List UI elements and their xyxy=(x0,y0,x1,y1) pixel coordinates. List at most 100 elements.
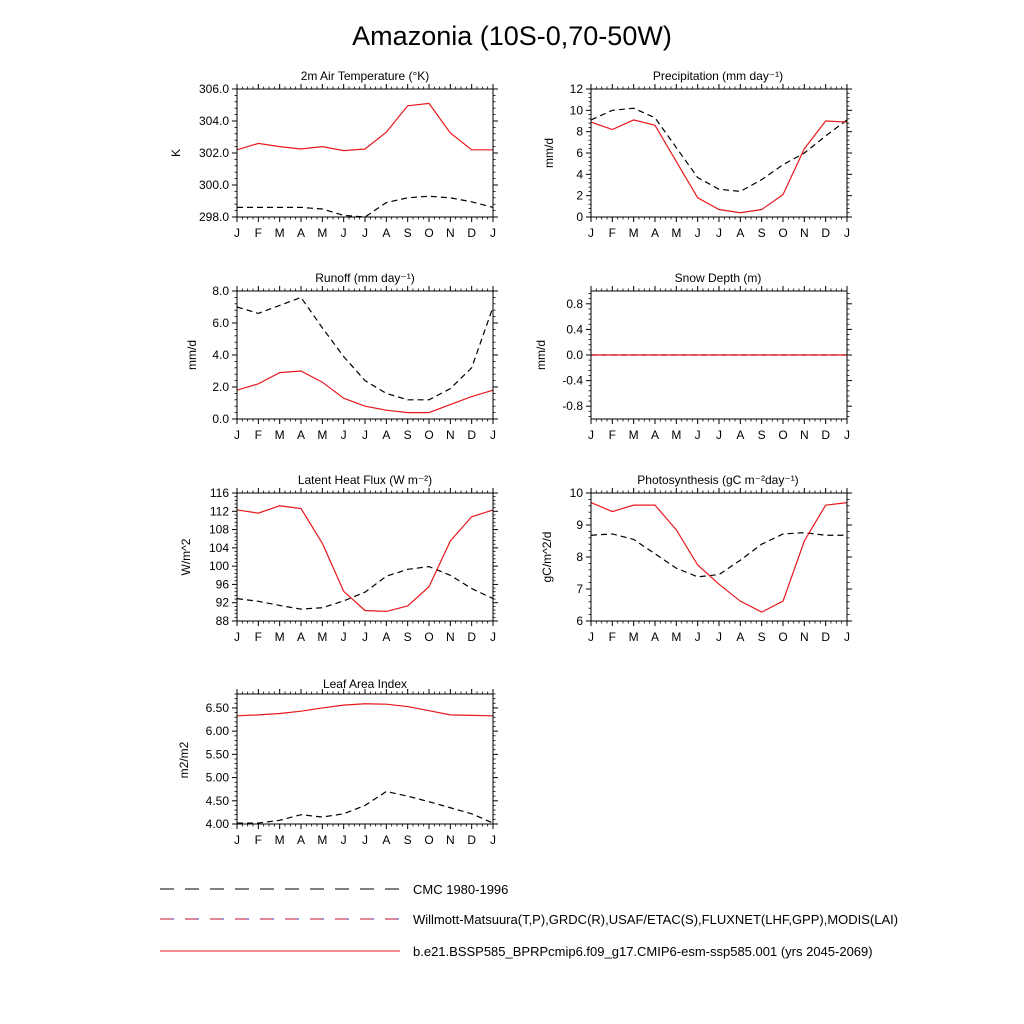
panel-title: Leaf Area Index xyxy=(323,677,407,691)
x-tick-label: A xyxy=(297,226,305,240)
y-tick-label: 5.00 xyxy=(206,771,230,785)
panel-leaf-area-index: Leaf Area Index m2/m2 J F M A M J J A S O N D J4.004… xyxy=(177,677,498,847)
y-tick-label: 304.0 xyxy=(199,114,229,128)
x-tick-label: A xyxy=(382,833,390,847)
y-axis-label: m2/m2 xyxy=(177,741,191,778)
y-tick-label: 6.0 xyxy=(212,316,229,330)
panel-title: Photosynthesis (gC m⁻²day⁻¹) xyxy=(637,473,798,487)
x-tick-label: M xyxy=(275,833,285,847)
x-tick-label: F xyxy=(255,833,262,847)
y-tick-label: 104 xyxy=(209,541,229,555)
legend-label-model: b.e21.BSSP585_BPRPcmip6.f09_g17.CMIP6-es… xyxy=(413,944,873,959)
x-tick-label: A xyxy=(297,428,305,442)
x-tick-label: N xyxy=(800,630,809,644)
x-tick-label: A xyxy=(382,630,390,644)
x-tick-label: A xyxy=(736,428,744,442)
x-tick-label: A xyxy=(297,630,305,644)
x-tick-label: D xyxy=(467,630,476,644)
panel-title: Latent Heat Flux (W m⁻²) xyxy=(298,473,432,487)
x-tick-label: S xyxy=(404,428,412,442)
y-tick-label: 4 xyxy=(576,167,583,181)
y-tick-label: 116 xyxy=(210,486,229,500)
panel-title: Precipitation (mm day⁻¹) xyxy=(653,69,783,83)
panel-title: 2m Air Temperature (°K) xyxy=(301,69,430,83)
x-tick-label: O xyxy=(778,630,787,644)
x-tick-label: A xyxy=(382,428,390,442)
x-tick-label: N xyxy=(446,428,455,442)
figure-title: Amazonia (10S-0,70-50W) xyxy=(352,21,672,51)
series-line-model xyxy=(236,505,494,613)
y-tick-label: 0.8 xyxy=(566,297,583,311)
series-line-model xyxy=(236,102,493,152)
y-tick-label: 108 xyxy=(209,523,229,537)
y-tick-label: 4.0 xyxy=(212,348,229,362)
panel-runoff: Runoff (mm day⁻¹) mm/d J F M A M J J A S O N D J0.02… xyxy=(185,271,498,442)
x-tick-label: F xyxy=(255,226,262,240)
x-tick-label: J xyxy=(588,630,594,644)
y-tick-label: 0 xyxy=(576,210,583,224)
y-tick-label: 6.50 xyxy=(206,701,230,715)
x-tick-label: J xyxy=(695,428,701,442)
panel-air-temperature: 2m Air Temperature (°K) K J F M A M J J A S O N D J2… xyxy=(169,69,498,240)
x-tick-label: D xyxy=(467,226,476,240)
y-tick-label: 302.0 xyxy=(199,146,229,160)
y-tick-label: 2 xyxy=(576,189,583,203)
series-line-cmc xyxy=(236,565,494,610)
y-tick-label: 8 xyxy=(576,125,583,139)
legend: CMC 1980-1996 Willmott-Matsuura(T,P),GRD… xyxy=(160,882,898,959)
x-tick-label: M xyxy=(671,630,681,644)
x-tick-label: N xyxy=(446,630,455,644)
x-tick-label: F xyxy=(255,428,262,442)
x-tick-label: M xyxy=(275,630,285,644)
x-tick-label: A xyxy=(297,833,305,847)
x-tick-label: N xyxy=(446,226,455,240)
y-tick-label: 10 xyxy=(570,486,584,500)
panel-title: Runoff (mm day⁻¹) xyxy=(315,271,414,285)
series-line-cmc xyxy=(237,790,494,824)
x-tick-label: F xyxy=(255,630,262,644)
plot-frame xyxy=(236,492,494,622)
y-tick-label: 10 xyxy=(570,103,584,117)
x-tick-label: J xyxy=(234,833,240,847)
x-tick-label: J xyxy=(362,630,368,644)
x-tick-label: J xyxy=(716,226,722,240)
x-tick-label: J xyxy=(362,428,368,442)
x-tick-label: J xyxy=(695,226,701,240)
series-line-model xyxy=(236,703,494,717)
panel-photosynthesis: Photosynthesis (gC m⁻²day⁻¹) gC/m^2/d J F… xyxy=(540,473,852,644)
x-tick-label: O xyxy=(424,833,433,847)
x-tick-label: J xyxy=(490,226,496,240)
x-tick-label: M xyxy=(629,226,639,240)
x-tick-label: J xyxy=(588,226,594,240)
y-tick-label: 2.0 xyxy=(212,380,229,394)
x-tick-label: F xyxy=(609,630,616,644)
y-tick-label: 92 xyxy=(216,596,230,610)
x-tick-label: O xyxy=(778,428,787,442)
x-tick-label: M xyxy=(275,226,285,240)
y-tick-label: 300.0 xyxy=(199,178,229,192)
y-axis-label: W/m^2 xyxy=(179,538,193,575)
y-tick-label: 96 xyxy=(216,577,230,591)
legend-label-cmc: CMC 1980-1996 xyxy=(413,882,508,897)
x-tick-label: D xyxy=(467,833,476,847)
y-axis-label: K xyxy=(169,149,183,157)
x-tick-label: M xyxy=(317,833,327,847)
plot-area: J F M A M J J A S O N D J0.02.04.06.08.0 xyxy=(212,284,498,442)
y-tick-label: 9 xyxy=(576,518,583,532)
x-tick-label: N xyxy=(446,833,455,847)
y-tick-label: 12 xyxy=(570,82,584,96)
y-tick-label: 6 xyxy=(576,146,583,160)
x-tick-label: J xyxy=(341,833,347,847)
series-line-model xyxy=(590,119,848,214)
y-tick-label: 0.4 xyxy=(566,322,583,336)
x-tick-label: S xyxy=(404,833,412,847)
x-tick-label: O xyxy=(424,226,433,240)
x-tick-label: F xyxy=(609,428,616,442)
x-tick-label: D xyxy=(821,226,830,240)
x-tick-label: A xyxy=(651,428,659,442)
plot-frame xyxy=(590,492,848,622)
